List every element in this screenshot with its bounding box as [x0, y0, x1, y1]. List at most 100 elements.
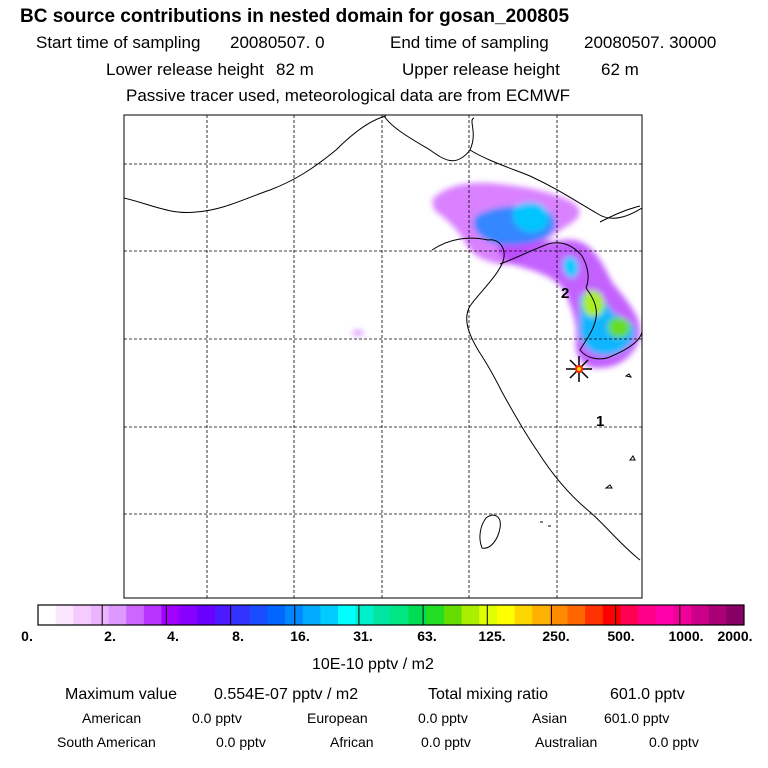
- region-name: Australian: [535, 734, 598, 750]
- map-label-2: 2: [561, 285, 569, 302]
- region-value: 0.0 pptv: [649, 734, 699, 750]
- colorbar-swatch: [479, 605, 498, 625]
- colorbar: [38, 605, 745, 625]
- region-value: 0.0 pptv: [421, 734, 471, 750]
- upper-height-value: 62 m: [601, 60, 639, 79]
- colorbar-swatch: [585, 605, 604, 625]
- colorbar-tick: 500.: [607, 628, 635, 644]
- colorbar-swatch: [126, 605, 145, 625]
- colorbar-tick: 250.: [542, 628, 570, 644]
- region-value: 0.0 pptv: [192, 710, 242, 726]
- lower-height-value: 82 m: [276, 60, 314, 79]
- colorbar-frame: [37, 604, 745, 626]
- colorbar-swatch: [496, 605, 516, 625]
- bohai-coast: [499, 242, 589, 289]
- northern-border: [124, 115, 475, 214]
- lower-height-label: Lower release height: [106, 60, 264, 79]
- taiwan: [479, 514, 501, 549]
- colorbar-swatch: [55, 605, 74, 625]
- colorbar-tick: 0.: [21, 628, 33, 644]
- colorbar-swatch: [602, 605, 621, 625]
- korea-border: [469, 149, 642, 219]
- colorbar-tick: 2000.: [717, 628, 753, 644]
- colorbar-swatch: [391, 605, 410, 625]
- colorbar-swatch: [214, 605, 233, 625]
- japan-coast: [599, 205, 641, 223]
- colorbar-swatch: [408, 605, 427, 625]
- region-value: 601.0 pptv: [604, 710, 670, 726]
- colorbar-swatch: [373, 605, 392, 625]
- colorbar-swatch: [620, 605, 639, 625]
- colorbar-tick: 4.: [167, 628, 179, 644]
- colorbar-swatch: [196, 605, 215, 625]
- plume-core: [582, 290, 605, 317]
- end-value: 20080507. 30000: [584, 33, 717, 52]
- colorbar-tick: 125.: [478, 628, 506, 644]
- plot-title: BC source contributions in nested domain…: [20, 6, 570, 27]
- region-name: Asian: [532, 710, 568, 726]
- colorbar-swatch: [567, 605, 586, 625]
- colorbar-swatch: [638, 605, 657, 625]
- colorbar-swatch: [249, 605, 268, 625]
- korea-coast: [579, 287, 642, 360]
- plume-core-2: [607, 317, 631, 338]
- total-mixing-label: Total mixing ratio: [428, 686, 549, 703]
- colorbar-tick: 31.: [353, 628, 373, 644]
- colorbar-swatch: [708, 605, 727, 625]
- colorbar-tick: 63.: [417, 628, 437, 644]
- upper-height-label: Upper release height: [402, 60, 560, 79]
- end-label: End time of sampling: [390, 33, 549, 52]
- colorbar-swatch: [143, 605, 163, 625]
- colorbar-swatch: [338, 605, 357, 625]
- colorbar-swatch: [549, 605, 568, 625]
- concentration-field: [352, 182, 641, 369]
- region-name: African: [330, 734, 374, 750]
- graticule: [124, 115, 642, 598]
- total-mixing-value: 601.0 pptv: [610, 686, 685, 703]
- coastlines: [124, 115, 642, 561]
- start-value: 20080507. 0: [230, 33, 325, 52]
- colorbar-tick: 1000.: [668, 628, 704, 644]
- colorbar-unit: 10E-10 pptv / m2: [312, 656, 434, 673]
- colorbar-swatch: [161, 605, 180, 625]
- colorbar-swatch: [514, 605, 533, 625]
- colorbar-swatch: [443, 605, 463, 625]
- colorbar-swatch: [179, 605, 198, 625]
- plume-core-3: [563, 256, 578, 278]
- region-value: 0.0 pptv: [216, 734, 266, 750]
- plume-mid-2: [512, 202, 549, 233]
- colorbar-swatch: [232, 605, 251, 625]
- max-value-label: Maximum value: [65, 686, 178, 703]
- colorbar-swatch: [38, 605, 57, 625]
- region-name: European: [307, 710, 368, 726]
- colorbar-swatch: [90, 605, 110, 625]
- start-label: Start time of sampling: [36, 33, 201, 52]
- colorbar-swatch: [285, 605, 304, 625]
- colorbar-swatch: [532, 605, 551, 625]
- colorbar-swatch: [355, 605, 374, 625]
- region-name: South American: [57, 734, 156, 750]
- max-value: 0.554E-07 pptv / m2: [214, 686, 359, 703]
- colorbar-swatch: [320, 605, 339, 625]
- islands: [540, 373, 636, 527]
- china-coast: [431, 237, 641, 561]
- colorbar-tick: 16.: [290, 628, 310, 644]
- colorbar-swatch: [73, 605, 92, 625]
- colorbar-swatch: [108, 605, 127, 625]
- region-value: 0.0 pptv: [418, 710, 468, 726]
- map-frame: [123, 114, 643, 599]
- colorbar-swatch: [461, 605, 480, 625]
- colorbar-swatch: [302, 605, 321, 625]
- colorbar-swatch: [673, 605, 692, 625]
- colorbar-swatch: [726, 605, 745, 625]
- tracer-note: Passive tracer used, meteorological data…: [126, 86, 571, 105]
- receptor-marker-icon: [566, 356, 592, 382]
- plume-spot: [352, 330, 364, 336]
- colorbar-tick: 2.: [104, 628, 116, 644]
- colorbar-swatch: [426, 605, 445, 625]
- colorbar-swatch: [691, 605, 710, 625]
- colorbar-swatch: [267, 605, 286, 625]
- region-name: American: [82, 710, 142, 726]
- map-label-1: 1: [596, 413, 604, 430]
